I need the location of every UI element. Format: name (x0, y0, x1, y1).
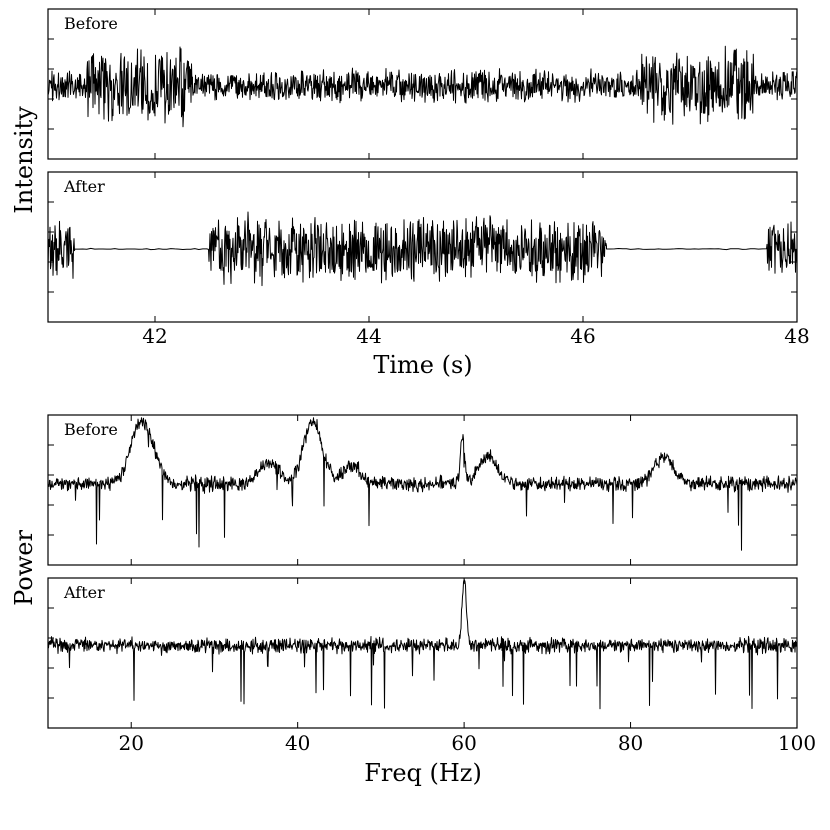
time-x-ticks: 42 44 46 48 (142, 9, 810, 348)
freq-before-signal (47, 417, 798, 551)
x-tick-label: 20 (118, 731, 143, 755)
time-after-label: After (63, 177, 105, 196)
freq-after-frame (47, 577, 798, 729)
freq-y-axis-label: Power (10, 530, 38, 606)
freq-before-label: Before (64, 420, 118, 439)
x-tick-label: 80 (618, 731, 643, 755)
x-tick-label: 46 (570, 324, 595, 348)
x-tick-label: 100 (778, 731, 816, 755)
time-after-frame (47, 171, 798, 323)
x-tick-label: 44 (356, 324, 381, 348)
time-before-y-ticks (48, 8, 797, 160)
freq-x-axis-label: Freq (Hz) (364, 759, 482, 787)
x-tick-label: 40 (285, 731, 310, 755)
freq-after-panel: After (47, 577, 798, 729)
time-before-panel: Before (47, 8, 798, 160)
time-before-frame (47, 8, 798, 160)
freq-after-signal (47, 579, 798, 710)
freq-x-ticks: 20 40 60 80 100 (118, 415, 816, 755)
time-x-axis-label: Time (s) (373, 351, 472, 379)
freq-after-y-ticks (48, 577, 797, 729)
time-after-signal (47, 211, 797, 287)
time-group: Before After 42 44 46 48 Time (s) Intensity (10, 8, 810, 379)
x-tick-label: 48 (784, 324, 809, 348)
x-tick-label: 42 (142, 324, 167, 348)
time-before-label: Before (64, 14, 118, 33)
freq-after-label: After (63, 583, 105, 602)
time-y-axis-label: Intensity (10, 106, 38, 214)
x-tick-label: 60 (451, 731, 476, 755)
time-before-signal (47, 45, 798, 128)
time-after-panel: After (47, 171, 798, 323)
freq-group: Before After 20 40 60 80 100 Freq (Hz) Power (10, 414, 816, 787)
time-after-y-ticks (48, 171, 797, 323)
freq-before-panel: Before (47, 414, 798, 566)
freq-before-frame (47, 414, 798, 566)
freq-before-y-ticks (48, 414, 797, 566)
